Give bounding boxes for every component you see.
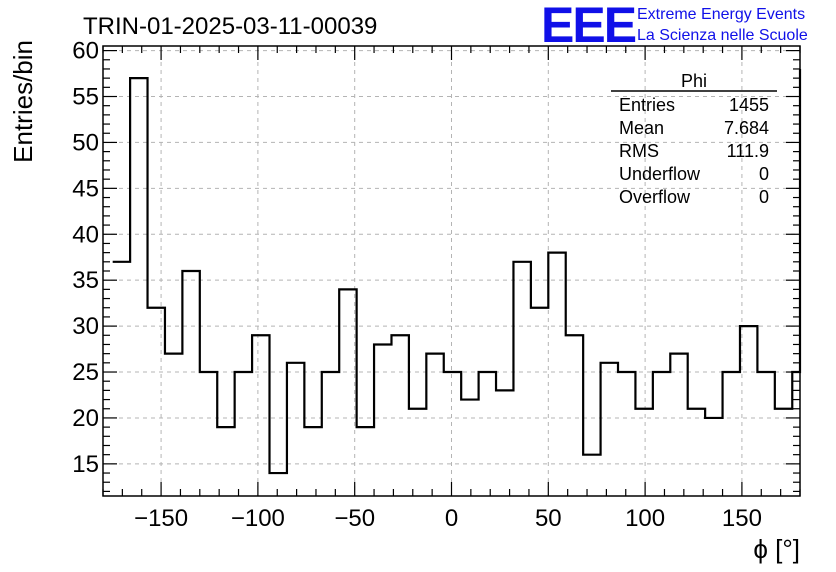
eee-logo: EEE Extreme Energy Events La Scienza nel…: [541, 0, 808, 53]
stats-row-value: 0: [759, 187, 769, 207]
stats-row-label: RMS: [619, 141, 659, 161]
logo-mark: EEE: [541, 0, 636, 53]
x-tick-label: 50: [535, 505, 562, 532]
stats-row-label: Entries: [619, 95, 675, 115]
x-tick-label: 150: [722, 505, 762, 532]
axis-ticks: [102, 46, 801, 496]
x-tick-labels: −150 −100 −50 0 50 100 150: [134, 505, 762, 532]
stats-row-label: Underflow: [619, 164, 701, 184]
logo-line-2: La Scienza nelle Scuole: [637, 27, 808, 44]
stats-row-value: 0: [759, 164, 769, 184]
x-tick-label: −50: [334, 505, 375, 532]
y-tick-label: 30: [72, 313, 99, 340]
y-tick-label: 35: [72, 267, 99, 294]
stats-row-label: Mean: [619, 118, 664, 138]
y-tick-label: 25: [72, 359, 99, 386]
x-tick-label: −150: [134, 505, 188, 532]
histogram-series: [112, 68, 802, 475]
grid-lines: [103, 46, 800, 496]
y-tick-label: 15: [72, 451, 99, 478]
stats-row-value: 1455: [729, 95, 769, 115]
y-tick-label: 60: [72, 38, 99, 65]
logo-line-1: Extreme Energy Events: [637, 6, 805, 23]
stats-row-value: 111.9: [727, 141, 769, 161]
y-tick-labels: 15 20 25 30 35 40 45 50 55 60: [72, 38, 99, 478]
histogram-outline: [112, 68, 802, 475]
chart-title: TRIN-01-2025-03-11-00039: [83, 13, 377, 40]
stats-box: Phi Entries 1455 Mean 7.684 RMS 111.9 Underflo…: [611, 71, 777, 207]
y-tick-label: 20: [72, 405, 99, 432]
stats-row-value: 7.684: [724, 118, 769, 138]
x-axis-title: ϕ [°]: [753, 534, 800, 564]
stats-title: Phi: [681, 71, 707, 91]
y-tick-label: 45: [72, 175, 99, 202]
stats-rows: Entries 1455 Mean 7.684 RMS 111.9 Underflow 0 Ov…: [619, 95, 769, 207]
x-tick-label: 0: [445, 505, 458, 532]
x-tick-label: 100: [625, 505, 665, 532]
stats-row-label: Overflow: [619, 187, 691, 207]
x-tick-label: −100: [231, 505, 285, 532]
y-tick-label: 55: [72, 84, 99, 111]
y-tick-label: 50: [72, 129, 99, 156]
y-axis-title: Entries/bin: [8, 40, 38, 163]
y-tick-label: 40: [72, 221, 99, 248]
